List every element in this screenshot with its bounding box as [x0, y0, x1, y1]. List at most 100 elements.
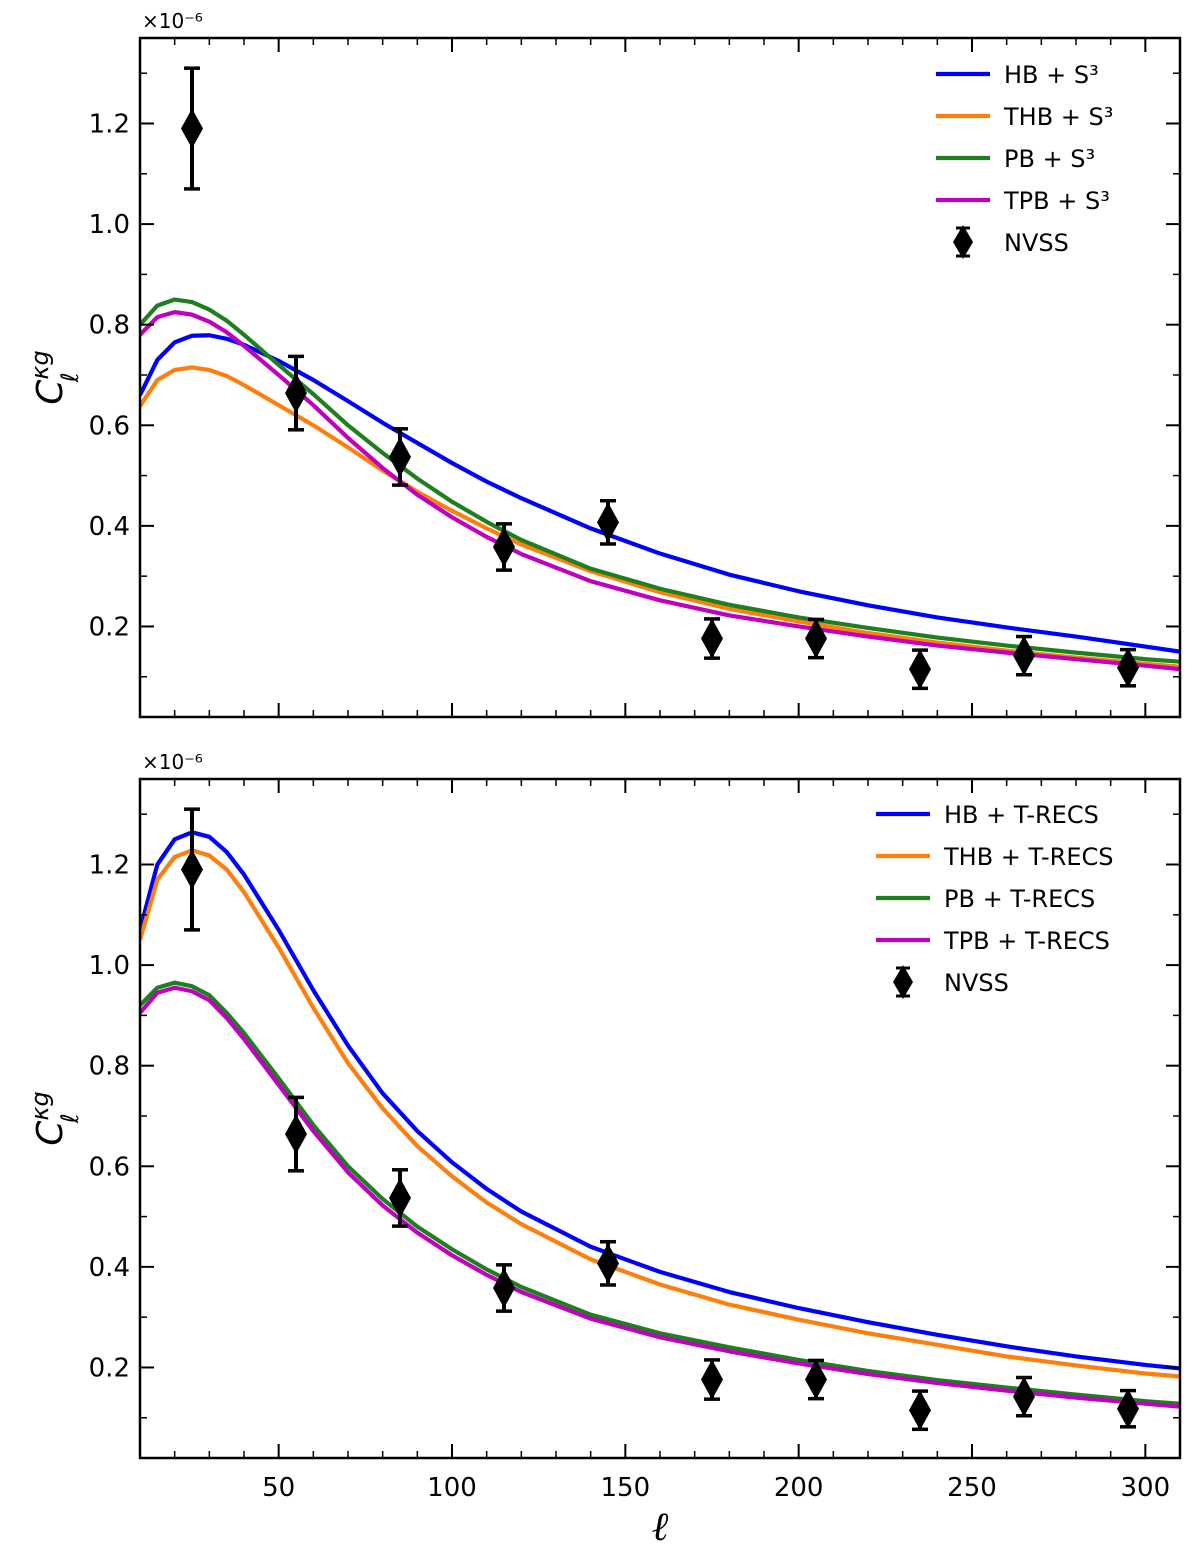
nvss-diamond-marker — [597, 502, 619, 543]
nvss-diamond-marker — [805, 618, 827, 659]
legend-item-hb-t-recs: HB + T-RECS — [876, 801, 1099, 829]
legend-item-tpb-s: TPB + S³ — [936, 187, 1110, 215]
nvss-diamond-marker — [1013, 1376, 1035, 1417]
nvss-point — [701, 617, 723, 660]
nvss-diamond-marker — [181, 108, 203, 149]
legend-label: THB + S³ — [1003, 103, 1113, 131]
y-tick-label: 1.2 — [89, 110, 130, 140]
legend-label: THB + T-RECS — [943, 843, 1114, 871]
nvss-point — [1013, 1375, 1035, 1418]
y-label-subscript: ℓ — [56, 372, 84, 383]
nvss-diamond-marker — [597, 1243, 619, 1284]
nvss-point — [909, 1389, 931, 1432]
nvss-point — [285, 1095, 307, 1173]
top-panel: 0.2 0.4 0.6 0.8 1.0 1.2 ×10⁻⁶ Cκgℓ HB + S³ THB + … — [26, 9, 1182, 719]
y-label-superscript: κg — [26, 350, 54, 379]
nvss-diamond-marker — [389, 436, 411, 477]
series-line-pb-t-recs — [140, 980, 1180, 1406]
legend-label: TPB + T-RECS — [943, 927, 1110, 955]
nvss-point — [1117, 647, 1139, 688]
y-tick-label: 1.0 — [89, 210, 130, 240]
nvss-diamond-marker — [1117, 647, 1139, 688]
legend-diamond-marker — [953, 225, 973, 259]
y-label-main: C — [30, 379, 71, 405]
nvss-diamond-marker — [493, 526, 515, 567]
x-tick-label: 50 — [262, 1473, 295, 1503]
y-tick-label: 0.6 — [89, 1152, 130, 1182]
series-line-pb-s — [140, 297, 1180, 664]
nvss-diamond-marker — [389, 1177, 411, 1218]
offset-text: ×10⁻⁶ — [142, 750, 203, 774]
legend-item-thb-s: THB + S³ — [936, 103, 1113, 131]
plot-area — [140, 830, 1180, 1409]
y-label-subscript: ℓ — [56, 1113, 84, 1124]
plot-area — [140, 297, 1180, 672]
series-line-thb-s — [140, 365, 1180, 669]
nvss-diamond-marker — [909, 1390, 931, 1431]
series-line-tpb-s — [140, 310, 1180, 672]
nvss-point — [1117, 1388, 1139, 1429]
legend-label: PB + T-RECS — [944, 885, 1095, 913]
y-tick-label: 1.2 — [89, 851, 130, 881]
legend-label: PB + S³ — [1004, 145, 1095, 173]
nvss-point — [493, 1263, 515, 1313]
y-tick-label: 0.8 — [89, 1052, 130, 1082]
y-tick-label: 0.2 — [89, 1353, 130, 1383]
series-line-tpb-t-recs — [140, 985, 1180, 1409]
series-line-hb-s — [140, 333, 1180, 654]
nvss-point — [597, 498, 619, 546]
legend-label: TPB + S³ — [1003, 187, 1110, 215]
legend-label: NVSS — [1004, 229, 1069, 257]
y-axis-label: Cκgℓ — [26, 350, 84, 405]
y-label-main: C — [30, 1120, 71, 1146]
nvss-point — [181, 807, 203, 932]
y-tick-label: 0.6 — [89, 411, 130, 441]
x-tick-label: 300 — [1121, 1473, 1171, 1503]
nvss-point — [181, 66, 203, 191]
nvss-point — [1013, 634, 1035, 677]
nvss-point — [805, 617, 827, 660]
legend-diamond-marker — [893, 965, 913, 999]
legend-item-tpb-t-recs: TPB + T-RECS — [876, 927, 1110, 955]
x-tick-label: 250 — [947, 1473, 997, 1503]
legend-item-nvss: NVSS — [953, 225, 1069, 259]
nvss-point — [493, 522, 515, 572]
x-tick-label: 200 — [774, 1473, 824, 1503]
legend-label: HB + S³ — [1004, 61, 1099, 89]
x-tick-label: 150 — [601, 1473, 651, 1503]
legend-item-thb-t-recs: THB + T-RECS — [876, 843, 1114, 871]
nvss-diamond-marker — [285, 1114, 307, 1155]
legend-label: NVSS — [944, 969, 1009, 997]
nvss-diamond-marker — [701, 1359, 723, 1400]
nvss-point — [285, 354, 307, 432]
legend: HB + T-RECS THB + T-RECS PB + T-RECS TPB + … — [876, 801, 1114, 999]
nvss-diamond-marker — [285, 373, 307, 414]
y-tick-label: 0.2 — [89, 612, 130, 642]
x-axis-label: ℓ — [652, 1504, 669, 1550]
y-label-superscript: κg — [26, 1091, 54, 1120]
offset-text: ×10⁻⁶ — [142, 9, 203, 33]
legend-item-pb-s: PB + S³ — [936, 145, 1095, 173]
y-tick-label: 0.8 — [89, 311, 130, 341]
nvss-diamond-marker — [493, 1267, 515, 1308]
nvss-point — [805, 1358, 827, 1401]
y-tick-label: 1.0 — [89, 951, 130, 981]
nvss-diamond-marker — [701, 618, 723, 659]
nvss-point — [389, 427, 411, 487]
nvss-diamond-marker — [805, 1359, 827, 1400]
nvss-point — [389, 1168, 411, 1228]
series-line-thb-t-recs — [140, 848, 1180, 1379]
nvss-diamond-marker — [181, 849, 203, 890]
nvss-point — [597, 1239, 619, 1287]
y-tick-label: 0.4 — [89, 1253, 130, 1283]
legend-label: HB + T-RECS — [944, 801, 1099, 829]
nvss-point — [909, 648, 931, 691]
legend-item-pb-t-recs: PB + T-RECS — [876, 885, 1095, 913]
nvss-diamond-marker — [1013, 635, 1035, 676]
nvss-diamond-marker — [1117, 1388, 1139, 1429]
legend-item-hb-s: HB + S³ — [936, 61, 1099, 89]
nvss-point — [701, 1358, 723, 1401]
y-axis-label: Cκgℓ — [26, 1091, 84, 1146]
